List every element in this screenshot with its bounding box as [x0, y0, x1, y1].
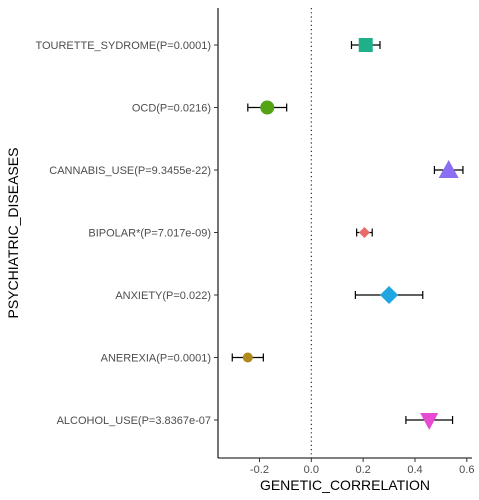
data-point-group [356, 227, 373, 238]
x-tick-labels: -0.2 0.0 0.2 0.4 0.6 [250, 458, 474, 476]
point-marker-triangle-down [420, 413, 439, 430]
plot-area [217, 8, 472, 459]
y-tick-label: ANEREXIA(P=0.0001) [101, 353, 211, 365]
data-point-group [350, 38, 381, 52]
y-tick-label: OCD(P=0.0216) [132, 103, 211, 115]
data-point-group [247, 100, 288, 115]
y-axis-title: PSYCHIATRIC_DISEASES [5, 148, 21, 319]
data-point-group [405, 413, 454, 430]
x-tick-label: 0.4 [407, 464, 422, 476]
x-tick-label: 0.0 [304, 464, 319, 476]
point-marker-triangle-up [438, 160, 459, 178]
y-tick-label: CANNABIS_USE(P=9.3455e-22) [49, 165, 211, 177]
x-tick-label: -0.2 [250, 464, 269, 476]
point-marker-diamond [380, 286, 399, 304]
x-axis-title: GENETIC_CORRELATION [260, 477, 430, 493]
data-point-group [433, 160, 464, 178]
y-tick-labels: TOURETTE_SYDROME(P=0.0001) OCD(P=0.0216) C… [35, 40, 218, 427]
y-tick-label: BIPOLAR*(P=7.017e-09) [88, 228, 211, 240]
data-point-group [354, 286, 424, 304]
data-point-group [231, 352, 264, 363]
x-tick-label: 0.6 [459, 464, 474, 476]
y-tick-label: TOURETTE_SYDROME(P=0.0001) [35, 40, 211, 52]
point-marker-diamond [358, 227, 370, 238]
point-marker-circle [242, 352, 253, 363]
x-tick-label: 0.2 [355, 464, 370, 476]
y-tick-label: ANXIETY(P=0.022) [115, 290, 211, 302]
point-marker-square [358, 38, 373, 52]
point-marker-circle [260, 100, 275, 115]
y-tick-label: ALCOHOL_USE(P=3.8367e-07 [57, 415, 211, 427]
